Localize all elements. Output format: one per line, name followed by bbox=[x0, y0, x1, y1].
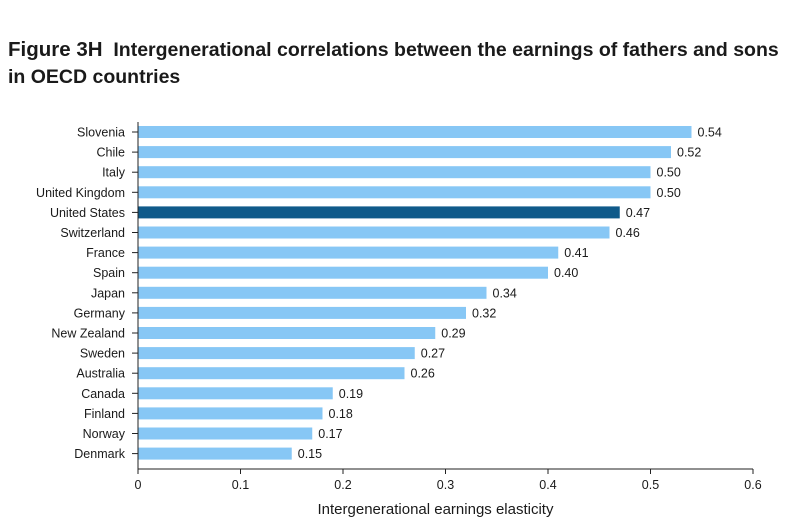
category-label-finland: Finland bbox=[84, 407, 125, 421]
bar-switzerland bbox=[138, 226, 610, 239]
value-label-united-states: 0.47 bbox=[626, 206, 650, 220]
bar-sweden bbox=[138, 347, 415, 360]
bar-united-kingdom bbox=[138, 186, 651, 199]
bar-norway bbox=[138, 427, 313, 440]
category-label-united-states: United States bbox=[50, 206, 125, 220]
category-label-denmark: Denmark bbox=[74, 447, 125, 461]
category-label-germany: Germany bbox=[74, 306, 126, 320]
category-label-france: France bbox=[86, 246, 125, 260]
value-label-chile: 0.52 bbox=[677, 146, 701, 160]
x-tick-label: 0.3 bbox=[437, 478, 454, 492]
category-label-sweden: Sweden bbox=[80, 347, 125, 361]
bar-canada bbox=[138, 387, 333, 400]
value-label-australia: 0.26 bbox=[411, 367, 435, 381]
category-label-new-zealand: New Zealand bbox=[51, 327, 125, 341]
value-label-italy: 0.50 bbox=[657, 166, 681, 180]
category-label-norway: Norway bbox=[83, 427, 126, 441]
category-label-italy: Italy bbox=[102, 166, 126, 180]
value-label-japan: 0.34 bbox=[493, 286, 517, 300]
bar-japan bbox=[138, 286, 487, 299]
value-label-spain: 0.40 bbox=[554, 266, 578, 280]
figure-label: Figure 3H bbox=[8, 38, 103, 61]
x-tick-label: 0.1 bbox=[232, 478, 249, 492]
x-tick-label: 0.5 bbox=[642, 478, 659, 492]
value-label-sweden: 0.27 bbox=[421, 347, 445, 361]
bar-finland bbox=[138, 407, 323, 420]
value-label-denmark: 0.15 bbox=[298, 447, 322, 461]
title-text: Intergenerational correlations between t… bbox=[8, 39, 779, 88]
category-label-slovenia: Slovenia bbox=[77, 126, 125, 140]
category-label-chile: Chile bbox=[97, 146, 126, 160]
x-tick-label: 0.4 bbox=[539, 478, 556, 492]
x-axis: 0 0.1 0.2 0.3 0.4 0.5 0.6 bbox=[135, 122, 762, 492]
bar-france bbox=[138, 246, 559, 259]
category-label-united-kingdom: United Kingdom bbox=[36, 186, 125, 200]
value-label-switzerland: 0.46 bbox=[616, 226, 640, 240]
bar-chile bbox=[138, 146, 671, 159]
category-label-spain: Spain bbox=[93, 266, 125, 280]
bar-germany bbox=[138, 306, 466, 319]
value-label-slovenia: 0.54 bbox=[698, 126, 722, 140]
value-label-canada: 0.19 bbox=[339, 387, 363, 401]
category-label-australia: Australia bbox=[76, 367, 125, 381]
bars-group: Slovenia 0.54 Chile 0.52 Italy 0.50 United Kin… bbox=[36, 126, 722, 462]
value-label-new-zealand: 0.29 bbox=[441, 327, 465, 341]
category-label-switzerland: Switzerland bbox=[60, 226, 125, 240]
bar-new-zealand bbox=[138, 327, 436, 339]
bar-slovenia bbox=[138, 126, 692, 138]
x-tick-label: 0.6 bbox=[744, 478, 761, 492]
bar-united-states bbox=[138, 206, 620, 219]
bar-denmark bbox=[138, 447, 292, 460]
value-label-united-kingdom: 0.50 bbox=[657, 186, 681, 200]
x-axis-label: Intergenerational earnings elasticity bbox=[318, 501, 554, 518]
chart-title: Figure 3H Intergenerational correlations… bbox=[8, 36, 793, 91]
x-tick-label: 0.2 bbox=[334, 478, 351, 492]
x-tick-label: 0 bbox=[135, 478, 142, 492]
value-label-norway: 0.17 bbox=[318, 427, 342, 441]
bar-spain bbox=[138, 266, 548, 279]
value-label-finland: 0.18 bbox=[329, 407, 353, 421]
bar-australia bbox=[138, 367, 405, 380]
value-label-france: 0.41 bbox=[564, 246, 588, 260]
bar-italy bbox=[138, 166, 651, 179]
category-label-japan: Japan bbox=[91, 286, 125, 300]
category-label-canada: Canada bbox=[81, 387, 125, 401]
value-label-germany: 0.32 bbox=[472, 306, 496, 320]
